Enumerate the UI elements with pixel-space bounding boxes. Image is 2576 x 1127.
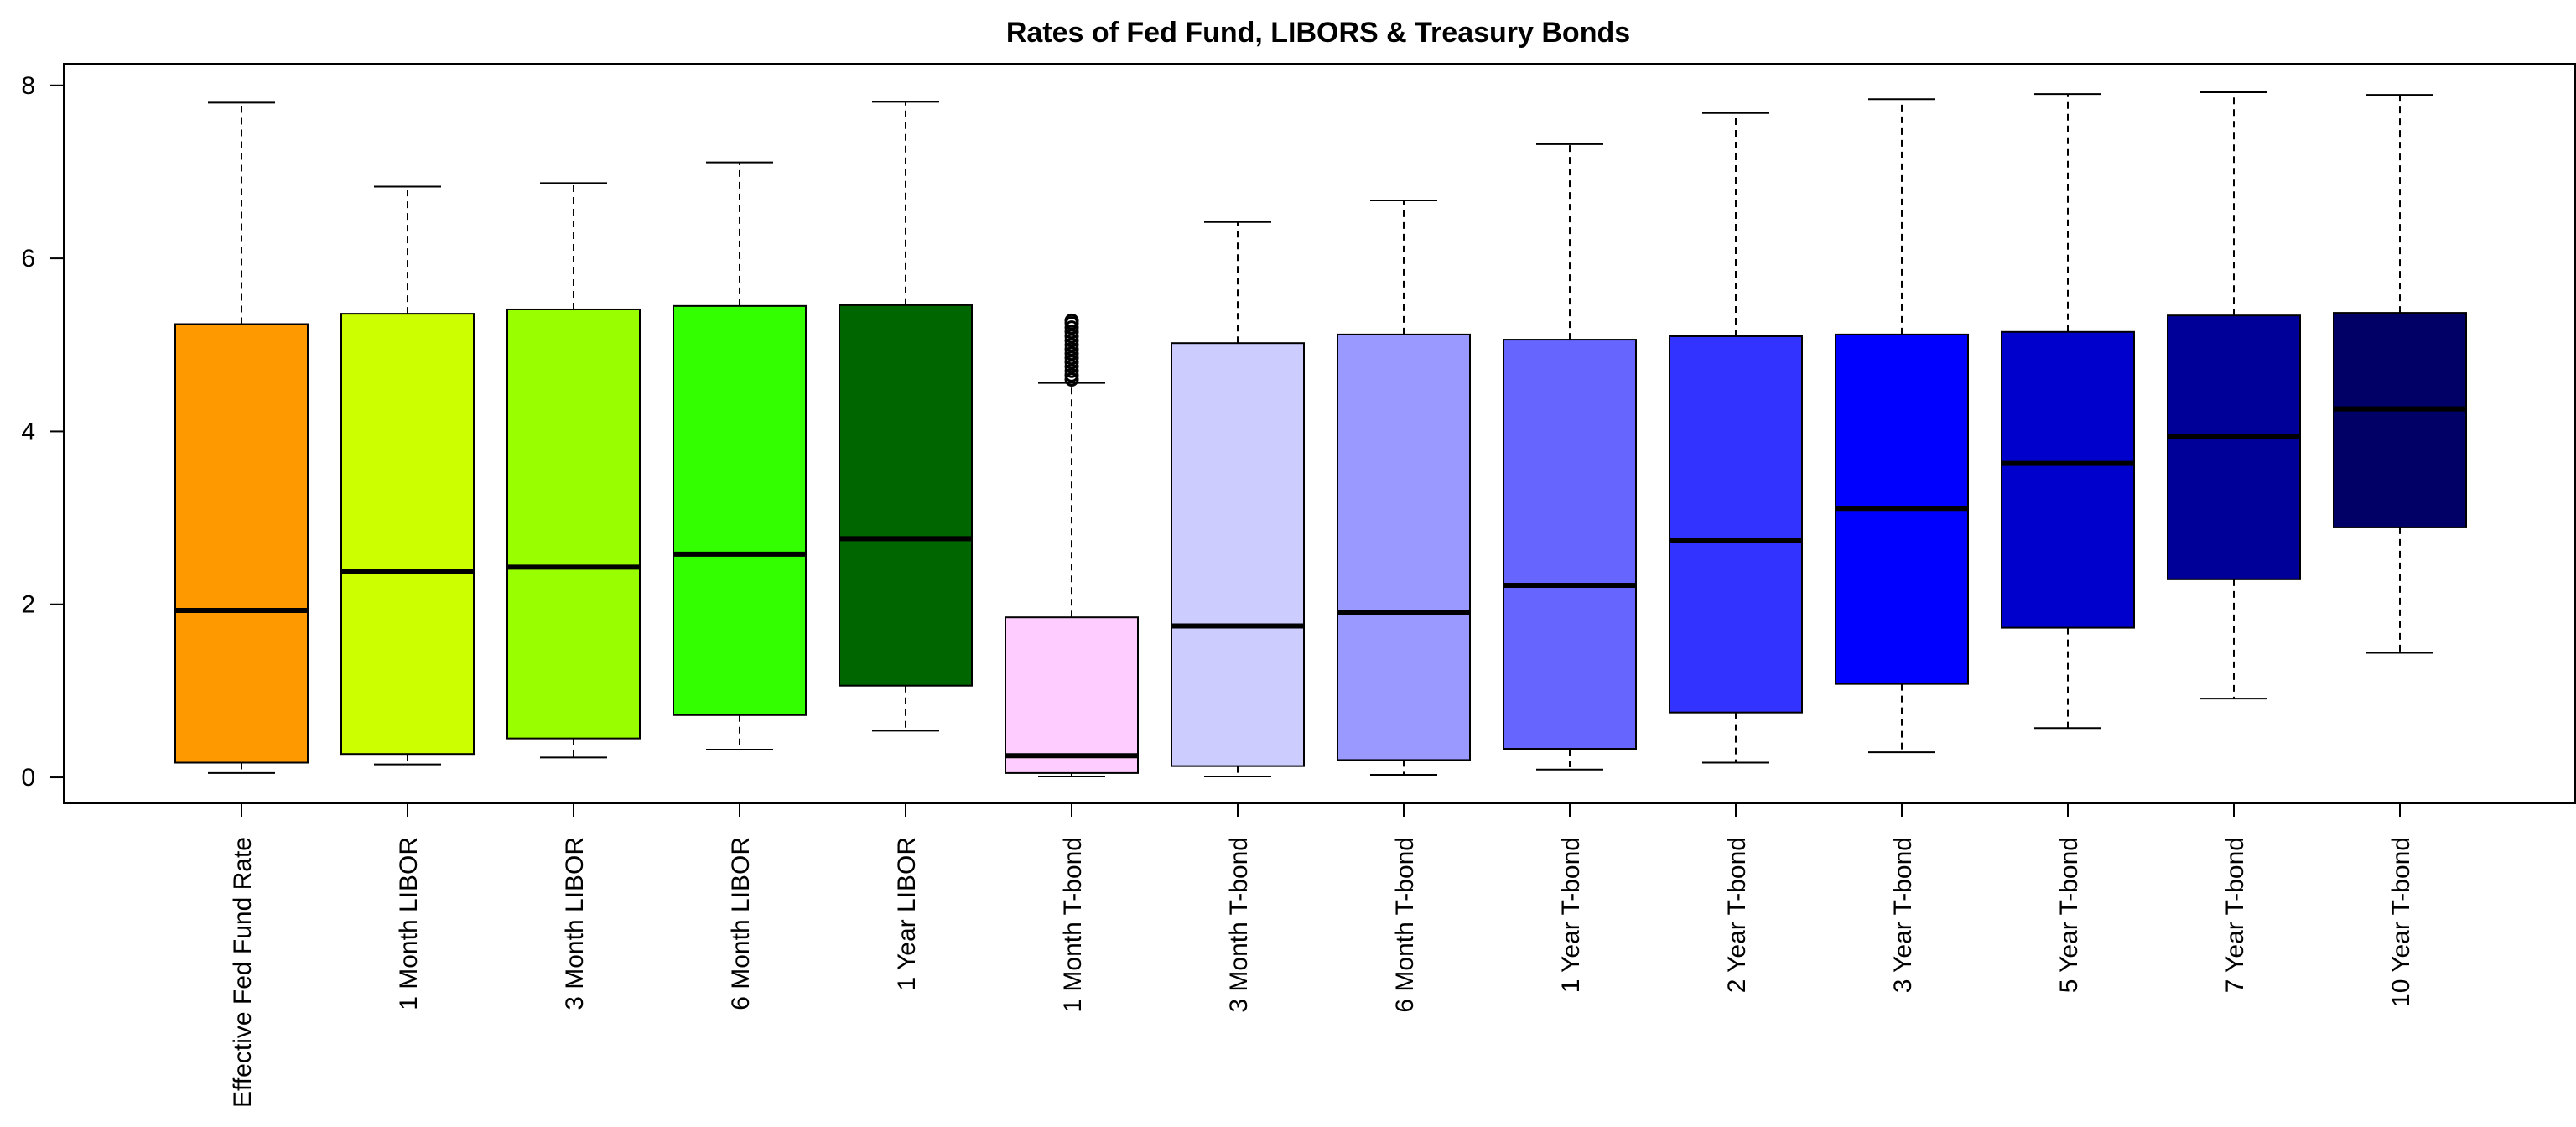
iqr-box (1005, 616, 1139, 774)
category-label: 3 Month T-bond (1225, 837, 1253, 1013)
category-label: 7 Year T-bond (2221, 837, 2249, 993)
iqr-box (506, 308, 641, 740)
box-3 (506, 182, 641, 759)
category-label: 1 Month LIBOR (395, 837, 423, 1010)
chart-title: Rates of Fed Fund, LIBORS & Treasury Bon… (1006, 17, 1630, 49)
category-label: 5 Year T-bond (2055, 837, 2083, 993)
iqr-box (839, 304, 973, 687)
iqr-box (673, 304, 807, 716)
category-label: 6 Month T-bond (1391, 837, 1419, 1013)
x-axis-labels: Effective Fed Fund Rate 1 Month LIBOR 3 Mo… (229, 803, 2415, 1108)
y-tick-label: 8 (21, 72, 35, 100)
iqr-box (340, 313, 475, 756)
y-tick-label: 6 (21, 245, 35, 273)
category-label: 3 Year T-bond (1889, 837, 1917, 993)
iqr-box (1669, 335, 1803, 714)
box-5 (839, 101, 973, 732)
box-14 (2333, 94, 2467, 654)
y-axis: 0 2 4 6 8 (21, 72, 65, 792)
outlier-point (1064, 313, 1079, 328)
category-label: 1 Year T-bond (1557, 837, 1585, 993)
iqr-box (2167, 314, 2301, 580)
box-1 (174, 101, 309, 774)
box-10 (1669, 112, 1803, 764)
box-8 (1337, 199, 1471, 776)
iqr-box (1171, 342, 1305, 767)
category-label: 10 Year T-bond (2387, 837, 2415, 1007)
outlier-point (1064, 320, 1079, 335)
category-label: Effective Fed Fund Rate (229, 837, 257, 1108)
iqr-box (174, 323, 309, 764)
iqr-box (2333, 312, 2467, 528)
box-11 (1835, 98, 1969, 754)
box-12 (2001, 93, 2135, 730)
y-tick-label: 0 (21, 764, 35, 792)
iqr-box (2001, 330, 2135, 629)
iqr-box (1337, 333, 1471, 761)
y-tick-label: 2 (21, 591, 35, 619)
box-4 (673, 161, 807, 751)
category-label: 1 Year LIBOR (893, 837, 921, 990)
category-label: 3 Month LIBOR (561, 837, 589, 1010)
box-9 (1503, 143, 1637, 771)
boxes-group (174, 91, 2467, 778)
category-label: 2 Year T-bond (1723, 837, 1751, 993)
y-tick-label: 4 (21, 418, 35, 445)
category-label: 6 Month LIBOR (727, 837, 755, 1010)
category-label: 1 Month T-bond (1059, 837, 1087, 1013)
box-6 (1005, 313, 1139, 778)
box-2 (340, 185, 475, 766)
iqr-box (1503, 339, 1637, 750)
box-13 (2167, 91, 2301, 700)
box-7 (1171, 221, 1305, 778)
